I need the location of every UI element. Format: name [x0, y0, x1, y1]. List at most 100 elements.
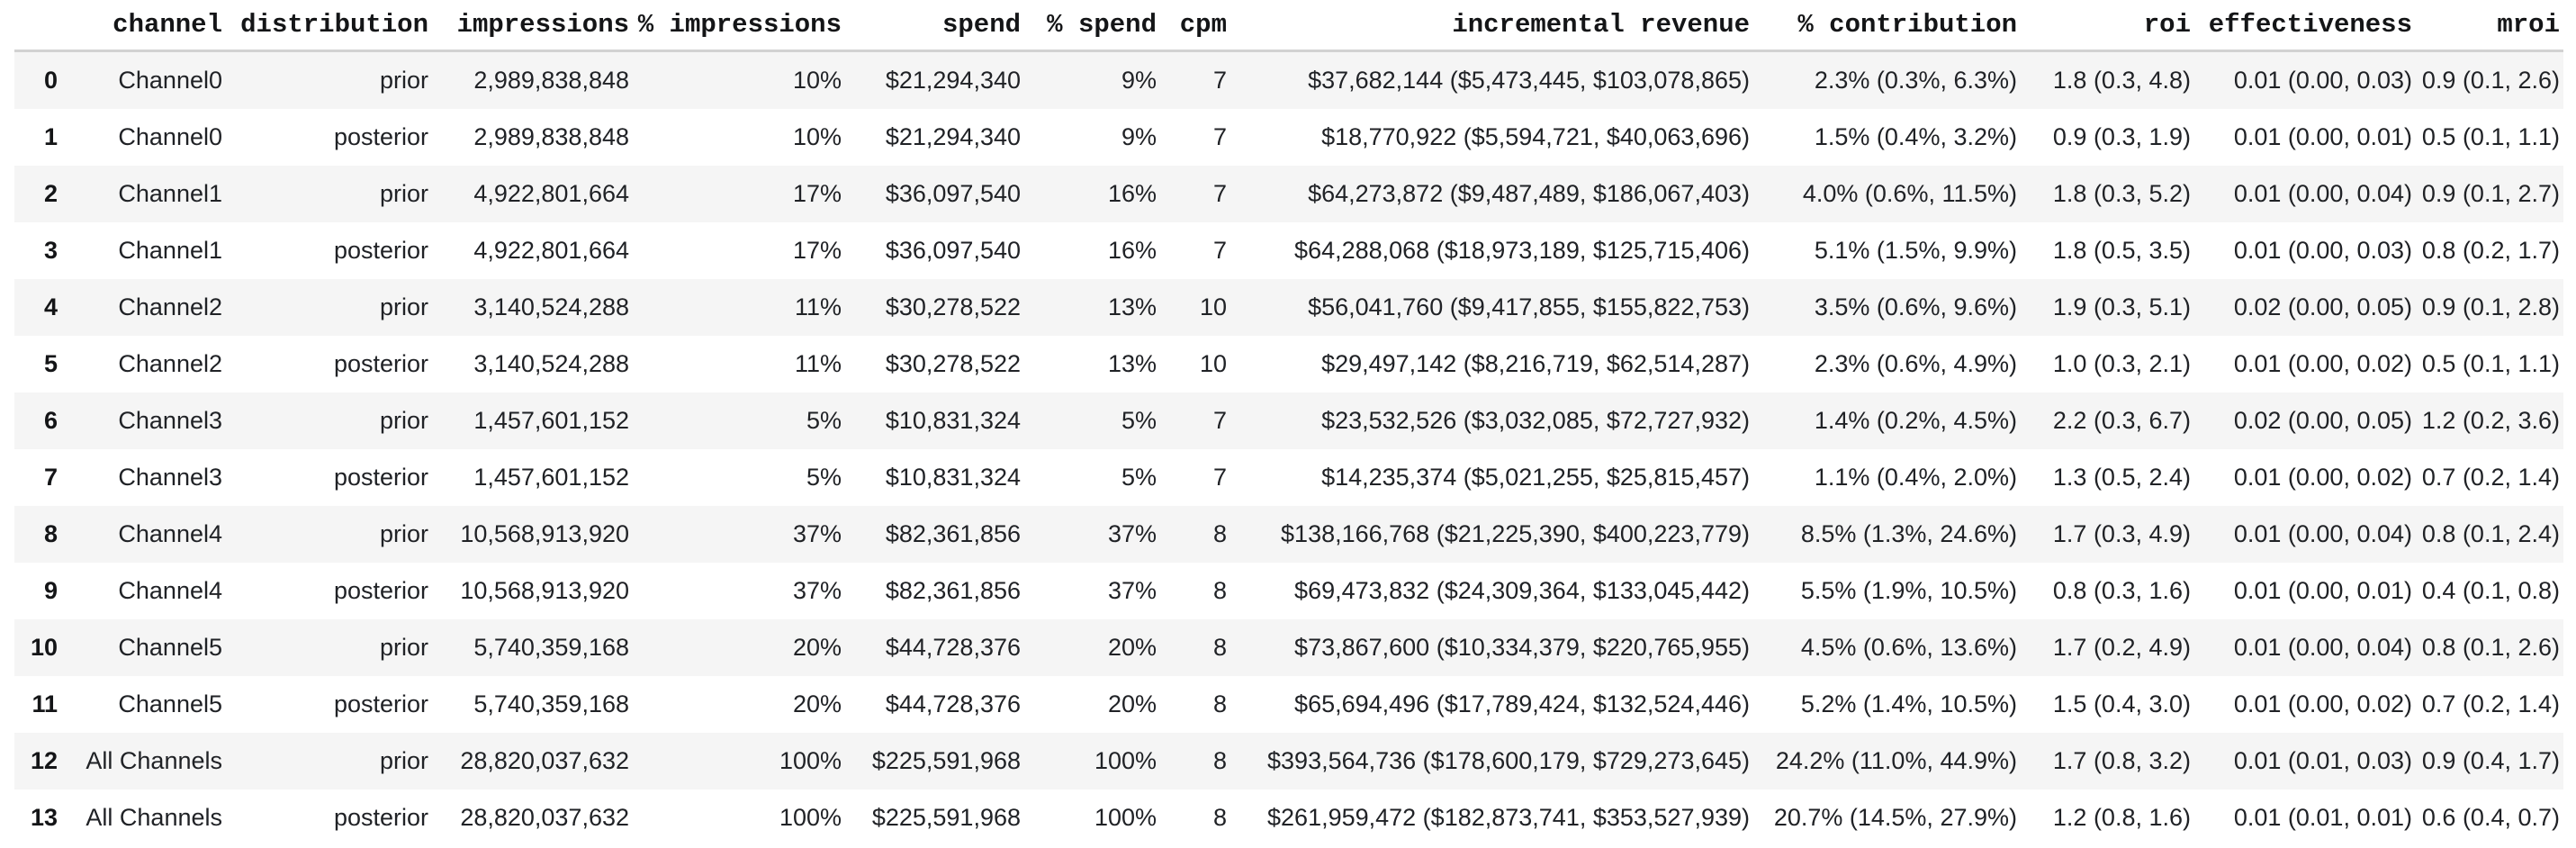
cell-distribution: prior [379, 747, 428, 774]
cell-mroi: 0.9 (0.1, 2.6) [2421, 67, 2560, 94]
cell-incremental-revenue: $64,288,068 ($18,973,189, $125,715,406) [1294, 237, 1750, 264]
cell-spend: $82,361,856 [885, 577, 1021, 604]
cell-cpm: 7 [1212, 407, 1227, 434]
cell-effectiveness: 0.01 (0.01, 0.03) [2233, 747, 2412, 774]
table-row: 2 Channel1 prior 4,922,801,664 17% $36,097,54… [14, 166, 2563, 222]
row-index-cell: 5 [43, 350, 58, 377]
cell-roi: 1.0 (0.3, 2.1) [2052, 350, 2191, 377]
table-row: 3 Channel1 posterior 4,922,801,664 17% $36,09… [14, 222, 2563, 279]
cell-channel: Channel2 [118, 350, 222, 377]
cell-spend: 13% [1107, 350, 1157, 377]
cell-effectiveness: 0.01 (0.00, 0.04) [2233, 180, 2412, 207]
cell-spend: $21,294,340 [885, 67, 1021, 94]
cell-mroi: 0.8 (0.1, 2.4) [2421, 520, 2560, 547]
cell-effectiveness: 0.01 (0.00, 0.01) [2233, 123, 2412, 150]
cell-contribution: 5.5% (1.9%, 10.5%) [1800, 577, 2017, 604]
cell-mroi: 0.8 (0.1, 2.6) [2421, 634, 2560, 661]
cell-mroi: 0.5 (0.1, 1.1) [2421, 123, 2560, 150]
cell-spend: $36,097,540 [885, 180, 1021, 207]
row-index-cell: 13 [30, 804, 58, 831]
column-header-incremental-revenue: incremental revenue [1230, 0, 1753, 52]
cell-spend: $10,831,324 [885, 464, 1021, 491]
cell-mroi: 0.9 (0.4, 1.7) [2421, 747, 2560, 774]
cell-spend: $82,361,856 [885, 520, 1021, 547]
cell-cpm: 10 [1199, 350, 1227, 377]
cell-cpm: 7 [1212, 180, 1227, 207]
cell-cpm: 7 [1212, 67, 1227, 94]
cell-channel: Channel2 [118, 293, 222, 320]
row-index-cell: 1 [43, 123, 58, 150]
row-index-cell: 4 [43, 293, 58, 320]
cell-roi: 1.8 (0.3, 5.2) [2052, 180, 2191, 207]
cell-channel: Channel4 [118, 577, 222, 604]
row-index-cell: 10 [30, 634, 58, 661]
cell-channel: Channel5 [118, 634, 222, 661]
cell-effectiveness: 0.02 (0.00, 0.05) [2233, 293, 2412, 320]
cell-mroi: 0.9 (0.1, 2.7) [2421, 180, 2560, 207]
row-index-cell: 8 [43, 520, 58, 547]
cell-roi: 0.8 (0.3, 1.6) [2052, 577, 2191, 604]
cell-mroi: 0.7 (0.2, 1.4) [2421, 464, 2560, 491]
data-table: channel distribution impressions% impressi… [14, 0, 2563, 846]
cell-effectiveness: 0.01 (0.00, 0.02) [2233, 350, 2412, 377]
cell-roi: 1.3 (0.5, 2.4) [2052, 464, 2191, 491]
cell-spend: $44,728,376 [885, 634, 1021, 661]
cell-mroi: 0.6 (0.4, 0.7) [2421, 804, 2560, 831]
cell-spend: 9% [1121, 67, 1157, 94]
table-row: 5 Channel2 posterior 3,140,524,288 11% $30,27… [14, 336, 2563, 392]
cell-channel: Channel3 [118, 407, 222, 434]
row-index-cell: 3 [43, 237, 58, 264]
cell-incremental-revenue: $69,473,832 ($24,309,364, $133,045,442) [1294, 577, 1750, 604]
table-row: 7 Channel3 posterior 1,457,601,152 5% $10,831… [14, 449, 2563, 506]
cell-cpm: 8 [1212, 804, 1227, 831]
cell-incremental-revenue: $18,770,922 ($5,594,721, $40,063,696) [1321, 123, 1750, 150]
cell-channel: All Channels [86, 804, 222, 831]
column-header-roi: roi [2021, 0, 2194, 52]
row-index-cell: 0 [43, 67, 58, 94]
cell-cpm: 8 [1212, 634, 1227, 661]
cell-incremental-revenue: $14,235,374 ($5,021,255, $25,815,457) [1321, 464, 1750, 491]
cell-impressions: 5,740,359,168 [473, 634, 629, 661]
cell-incremental-revenue: $64,273,872 ($9,487,489, $186,067,403) [1308, 180, 1750, 207]
cell-spend: $30,278,522 [885, 350, 1021, 377]
cell-incremental-revenue: $29,497,142 ($8,216,719, $62,514,287) [1321, 350, 1750, 377]
cell-effectiveness: 0.02 (0.00, 0.05) [2233, 407, 2412, 434]
table-row: 4 Channel2 prior 3,140,524,288 11% $30,278,52… [14, 279, 2563, 336]
column-header-spend: % spend [1024, 0, 1160, 52]
column-header-impressions: impressions [432, 0, 633, 52]
cell-impressions: 17% [792, 237, 842, 264]
cell-spend: $225,591,968 [871, 804, 1021, 831]
cell-channel: Channel0 [118, 123, 222, 150]
cell-impressions: 4,922,801,664 [473, 180, 629, 207]
cell-distribution: posterior [333, 577, 428, 604]
cell-mroi: 0.7 (0.2, 1.4) [2421, 690, 2560, 717]
cell-impressions: 11% [794, 293, 842, 320]
cell-cpm: 7 [1212, 123, 1227, 150]
table-row: 9 Channel4 posterior 10,568,913,920 37% $82,3… [14, 563, 2563, 619]
cell-roi: 1.7 (0.3, 4.9) [2052, 520, 2191, 547]
cell-effectiveness: 0.01 (0.00, 0.04) [2233, 634, 2412, 661]
cell-mroi: 0.9 (0.1, 2.8) [2421, 293, 2560, 320]
cell-roi: 1.7 (0.2, 4.9) [2052, 634, 2191, 661]
cell-impressions: 10,568,913,920 [460, 520, 629, 547]
table-row: 0 Channel0 prior 2,989,838,848 10% $21,294,34… [14, 50, 2563, 109]
cell-mroi: 0.4 (0.1, 0.8) [2421, 577, 2560, 604]
cell-roi: 1.5 (0.4, 3.0) [2052, 690, 2191, 717]
table-body: 0 Channel0 prior 2,989,838,848 10% $21,294,34… [14, 50, 2563, 847]
row-index-cell: 2 [43, 180, 58, 207]
cell-effectiveness: 0.01 (0.00, 0.03) [2233, 237, 2412, 264]
cell-roi: 1.8 (0.5, 3.5) [2052, 237, 2191, 264]
column-header-cpm: cpm [1160, 0, 1230, 52]
cell-incremental-revenue: $37,682,144 ($5,473,445, $103,078,865) [1308, 67, 1750, 94]
cell-cpm: 7 [1212, 464, 1227, 491]
cell-impressions: 2,989,838,848 [473, 67, 629, 94]
cell-mroi: 0.8 (0.2, 1.7) [2421, 237, 2560, 264]
table-row: 10 Channel5 prior 5,740,359,168 20% $44,728,3… [14, 619, 2563, 676]
column-header-channel: channel [61, 0, 226, 52]
cell-incremental-revenue: $23,532,526 ($3,032,085, $72,727,932) [1321, 407, 1750, 434]
cell-roi: 2.2 (0.3, 6.7) [2052, 407, 2191, 434]
cell-roi: 0.9 (0.3, 1.9) [2052, 123, 2191, 150]
cell-cpm: 8 [1212, 577, 1227, 604]
cell-channel: Channel3 [118, 464, 222, 491]
table-header-row: channel distribution impressions% impressi… [14, 0, 2563, 52]
